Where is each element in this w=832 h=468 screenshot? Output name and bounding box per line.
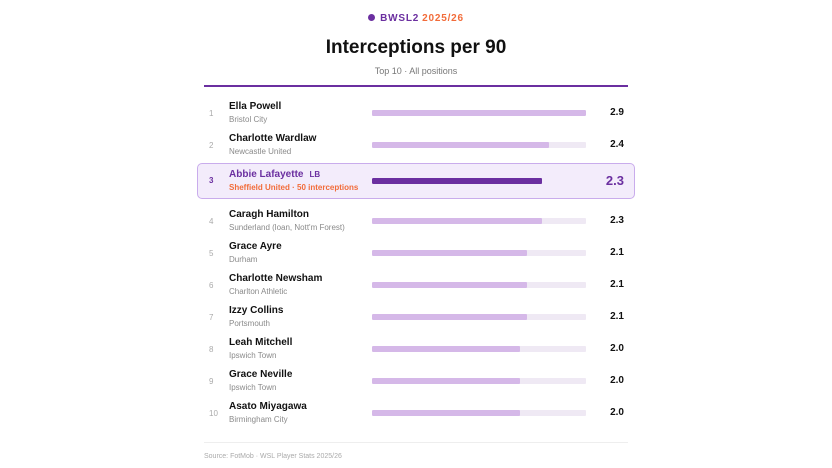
source-note: Source: FotMob · WSL Player Stats 2025/2… bbox=[204, 453, 342, 460]
value-label: 2.3 bbox=[610, 215, 624, 226]
player-name-line: Asato Miyagawa bbox=[229, 401, 307, 412]
rank-label: 10 bbox=[209, 409, 218, 418]
player-name-line: Ella Powell bbox=[229, 101, 281, 112]
bar bbox=[372, 282, 527, 288]
league-name: BWSL2 bbox=[380, 13, 420, 24]
rank-label: 1 bbox=[209, 109, 214, 118]
player-name-line: Grace Neville bbox=[229, 369, 292, 380]
bar-track bbox=[372, 410, 586, 416]
footer-divider bbox=[204, 442, 628, 443]
bar-track bbox=[372, 142, 586, 148]
chart-title: Interceptions per 90 bbox=[325, 37, 507, 58]
highlighted-row: 3 Abbie Lafayette LB Sheffield United · 50 … bbox=[197, 163, 635, 199]
club-name: Ipswich Town bbox=[229, 383, 277, 392]
player-name: Leah Mitchell bbox=[229, 337, 293, 348]
rank-label: 6 bbox=[209, 281, 214, 290]
bar bbox=[372, 410, 520, 416]
rank-label: 2 bbox=[209, 141, 214, 150]
player-name: Ella Powell bbox=[229, 101, 282, 112]
rank-label: 5 bbox=[209, 249, 214, 258]
table-row: 6 Charlotte Newsham Charlton Athletic 2.1 bbox=[204, 267, 628, 299]
header-divider bbox=[204, 85, 628, 87]
rank-label: 4 bbox=[209, 217, 214, 226]
club-name: Birmingham City bbox=[229, 415, 288, 424]
chart-rows: 1 Ella Powell Bristol City 2.9 2 Charlotte Wa… bbox=[197, 95, 635, 427]
bar-track bbox=[372, 178, 586, 184]
bar-track bbox=[372, 346, 586, 352]
player-name-line: Caragh Hamilton bbox=[229, 209, 309, 220]
bar-track bbox=[372, 110, 586, 116]
player-name-line: Grace Ayre bbox=[229, 241, 282, 252]
player-name: Asato Miyagawa bbox=[229, 401, 307, 412]
chart-header: BWSL2 2025/26 Interceptions per 90 Top 10… bbox=[0, 12, 832, 77]
bar-track bbox=[372, 314, 586, 320]
club-name: Ipswich Town bbox=[229, 351, 277, 360]
bar bbox=[372, 110, 586, 116]
rank-label: 8 bbox=[209, 345, 214, 354]
value-label: 2.0 bbox=[610, 407, 624, 418]
bar bbox=[372, 218, 542, 224]
value-label: 2.1 bbox=[610, 247, 624, 258]
table-row: 1 Ella Powell Bristol City 2.9 bbox=[204, 95, 628, 127]
season-label: 2025/26 bbox=[422, 13, 464, 24]
player-name-line: Charlotte Newsham bbox=[229, 273, 322, 284]
club-name: Sheffield United · 50 interceptions bbox=[229, 183, 359, 192]
rank-label: 3 bbox=[209, 176, 214, 185]
bar-track bbox=[372, 250, 586, 256]
bar bbox=[372, 250, 527, 256]
bar-track bbox=[372, 218, 586, 224]
rank-label: 9 bbox=[209, 377, 214, 386]
club-name: Bristol City bbox=[229, 115, 268, 124]
bar-track bbox=[372, 282, 586, 288]
bar bbox=[372, 346, 520, 352]
player-name-line: Charlotte Wardlaw bbox=[229, 133, 316, 144]
bar-track bbox=[372, 378, 586, 384]
club-name: Charlton Athletic bbox=[229, 287, 288, 296]
value-label: 2.4 bbox=[610, 139, 624, 150]
table-row: 10 Asato Miyagawa Birmingham City 2.0 bbox=[204, 395, 628, 427]
table-row: 8 Leah Mitchell Ipswich Town 2.0 bbox=[204, 331, 628, 363]
club-name: Sunderland (loan, Nott'm Forest) bbox=[229, 223, 345, 232]
player-name-line: Abbie Lafayette LB bbox=[229, 169, 320, 180]
league-line: BWSL2 2025/26 bbox=[0, 12, 832, 26]
table-row: 2 Charlotte Wardlaw Newcastle United 2.4 bbox=[204, 127, 628, 159]
player-name-line: Leah Mitchell bbox=[229, 337, 292, 348]
value-label: 2.3 bbox=[605, 173, 624, 188]
rank-label: 7 bbox=[209, 313, 214, 322]
chart-subtitle: Top 10 · All positions bbox=[374, 66, 458, 76]
player-name: Charlotte Wardlaw bbox=[229, 133, 317, 144]
bar bbox=[372, 314, 527, 320]
player-name: Grace Neville bbox=[229, 369, 293, 380]
value-label: 2.9 bbox=[610, 107, 624, 118]
player-name: Abbie Lafayette bbox=[229, 169, 304, 180]
table-row: 5 Grace Ayre Durham 2.1 bbox=[204, 235, 628, 267]
player-name: Izzy Collins bbox=[229, 305, 284, 316]
value-label: 2.0 bbox=[610, 343, 624, 354]
club-name: Portsmouth bbox=[229, 319, 270, 328]
value-label: 2.1 bbox=[610, 279, 624, 290]
club-name: Durham bbox=[229, 255, 258, 264]
table-row: 4 Caragh Hamilton Sunderland (loan, Nott'm… bbox=[204, 203, 628, 235]
bar bbox=[372, 378, 520, 384]
position-badge: LB bbox=[309, 170, 321, 179]
player-name: Grace Ayre bbox=[229, 241, 282, 252]
bar bbox=[372, 142, 550, 148]
player-name: Charlotte Newsham bbox=[229, 273, 323, 284]
bar bbox=[372, 178, 542, 184]
value-label: 2.1 bbox=[610, 311, 624, 322]
club-name: Newcastle United bbox=[229, 147, 292, 156]
table-row: 9 Grace Neville Ipswich Town 2.0 bbox=[204, 363, 628, 395]
league-dot-icon bbox=[368, 14, 376, 21]
player-name-line: Izzy Collins bbox=[229, 305, 283, 316]
value-label: 2.0 bbox=[610, 375, 624, 386]
player-name: Caragh Hamilton bbox=[229, 209, 310, 220]
table-row: 7 Izzy Collins Portsmouth 2.1 bbox=[204, 299, 628, 331]
